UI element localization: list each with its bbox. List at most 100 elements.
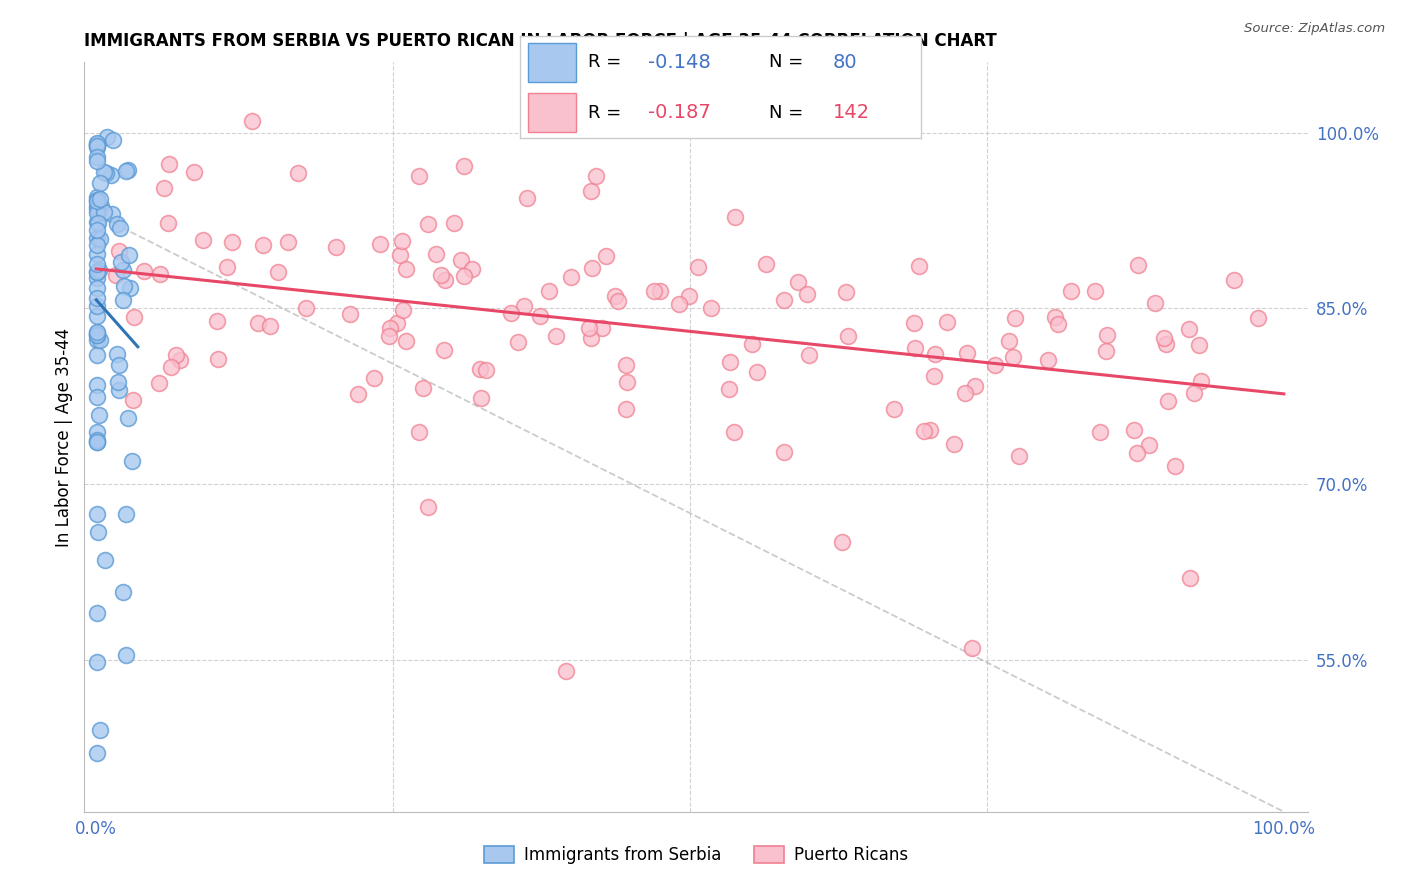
Point: [86, 193, 108, 207]
Point: [112, 263, 135, 277]
Point: [118, 248, 141, 262]
Point: [86, 378, 108, 392]
Point: [86, 310, 108, 324]
Point: [87, 216, 110, 230]
Point: [643, 285, 665, 299]
Point: [347, 387, 370, 401]
Point: [124, 310, 146, 324]
Point: [111, 293, 134, 307]
Point: [87, 409, 110, 423]
Point: [723, 425, 745, 439]
Point: [747, 365, 769, 379]
Legend: Immigrants from Serbia, Puerto Ricans: Immigrants from Serbia, Puerto Ricans: [477, 839, 915, 871]
Point: [903, 316, 925, 330]
Point: [267, 265, 290, 279]
Point: [385, 316, 408, 330]
Point: [412, 381, 434, 395]
Point: [416, 217, 439, 231]
Point: [430, 268, 453, 282]
Point: [89, 232, 111, 246]
Point: [104, 268, 127, 282]
Point: [107, 383, 129, 397]
Point: [688, 260, 710, 274]
FancyBboxPatch shape: [529, 43, 576, 82]
Point: [325, 240, 347, 254]
Point: [591, 321, 613, 335]
Point: [1036, 353, 1059, 368]
Point: [924, 346, 946, 360]
Point: [86, 150, 108, 164]
Point: [86, 433, 108, 447]
Point: [1137, 437, 1160, 451]
Point: [86, 326, 108, 341]
Point: [443, 216, 465, 230]
Point: [105, 347, 128, 361]
Point: [86, 194, 108, 208]
Point: [408, 425, 430, 439]
Point: [86, 325, 108, 339]
Point: [1178, 322, 1201, 336]
Point: [89, 192, 111, 206]
Point: [453, 159, 475, 173]
Point: [578, 321, 600, 335]
Point: [86, 281, 108, 295]
Point: [101, 132, 124, 146]
Point: [87, 263, 110, 277]
Point: [122, 393, 145, 408]
Point: [86, 425, 108, 439]
Point: [581, 184, 603, 198]
Point: [370, 237, 392, 252]
Point: [831, 535, 853, 549]
Point: [786, 275, 808, 289]
Point: [86, 348, 108, 362]
Point: [86, 435, 108, 450]
Point: [93, 165, 115, 179]
Point: [86, 137, 108, 152]
Point: [157, 157, 180, 171]
Point: [799, 348, 821, 362]
Point: [943, 437, 966, 451]
Point: [86, 390, 108, 404]
Point: [648, 284, 671, 298]
Point: [86, 139, 108, 153]
Point: [89, 723, 111, 737]
Point: [450, 252, 472, 267]
Point: [394, 334, 416, 348]
Point: [105, 217, 128, 231]
Point: [86, 328, 108, 343]
Point: [960, 640, 983, 655]
Point: [614, 358, 637, 372]
Point: [984, 358, 1007, 372]
Point: [956, 346, 979, 360]
Point: [755, 257, 778, 271]
Point: [391, 234, 413, 248]
Point: [294, 301, 316, 316]
Point: [86, 206, 108, 220]
Point: [96, 166, 118, 180]
Text: 80: 80: [832, 53, 858, 72]
Point: [837, 329, 859, 343]
Point: [1122, 423, 1144, 437]
Point: [1189, 374, 1212, 388]
Point: [86, 202, 108, 217]
Point: [912, 424, 935, 438]
Point: [453, 268, 475, 283]
Point: [115, 163, 138, 178]
Point: [508, 335, 530, 350]
Point: [1222, 273, 1244, 287]
Point: [160, 360, 183, 375]
Point: [110, 255, 132, 269]
Point: [86, 215, 108, 229]
Text: -0.187: -0.187: [648, 103, 711, 122]
Point: [86, 746, 108, 760]
Text: Source: ZipAtlas.com: Source: ZipAtlas.com: [1244, 22, 1385, 36]
Point: [920, 423, 942, 437]
Point: [149, 267, 172, 281]
Point: [700, 301, 723, 315]
Point: [247, 316, 270, 330]
Point: [904, 342, 927, 356]
Point: [259, 318, 281, 333]
Point: [935, 315, 957, 329]
Point: [924, 369, 946, 384]
Point: [408, 169, 430, 183]
